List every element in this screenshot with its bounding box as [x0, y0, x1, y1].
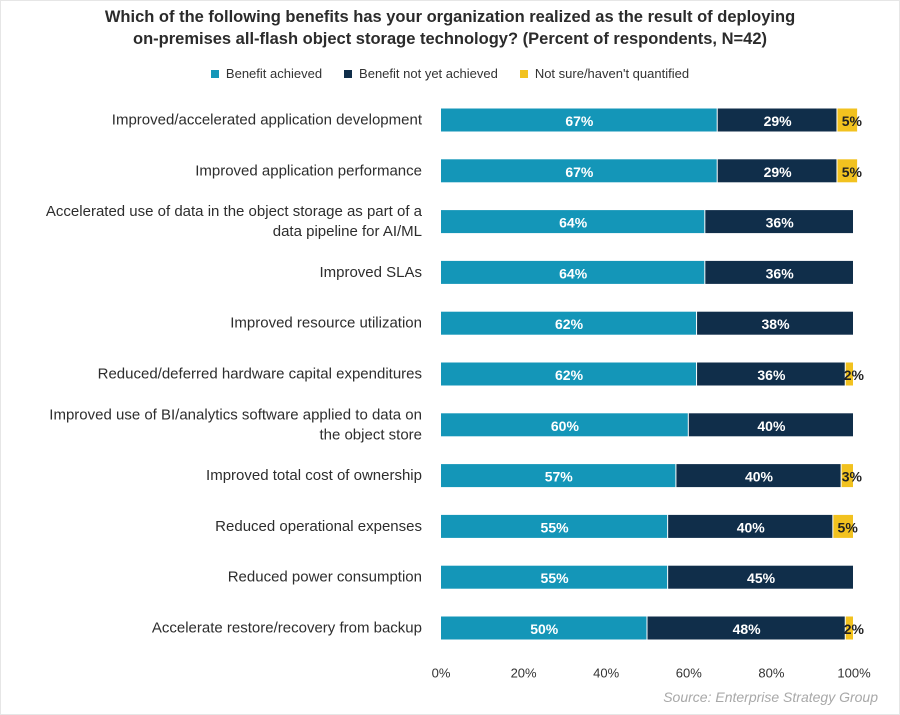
bar-segment	[441, 616, 647, 640]
data-label: 45%	[747, 570, 776, 586]
bar-segment	[717, 159, 837, 183]
x-tick-label: 80%	[758, 666, 784, 681]
data-label: 60%	[551, 418, 580, 434]
data-label: 38%	[762, 316, 791, 332]
data-label: 62%	[555, 367, 584, 383]
data-label: 67%	[565, 113, 594, 129]
bar-segment	[441, 210, 705, 234]
bar-segment	[647, 616, 845, 640]
data-label: 40%	[737, 519, 766, 535]
category-label: Reduced/deferred hardware capital expend…	[98, 366, 422, 383]
data-label: 3%	[842, 469, 863, 485]
category-label: Reduced power consumption	[228, 569, 422, 586]
legend-item-achieved: Benefit achieved	[210, 66, 323, 81]
bar-segment	[668, 565, 853, 589]
category-label: Improved application performance	[195, 162, 422, 179]
legend-swatch-not-yet	[344, 69, 353, 78]
bar-segment	[676, 464, 841, 488]
legend-label-not-yet: Benefit not yet achieved	[359, 66, 498, 81]
data-label: 36%	[757, 367, 786, 383]
bar-segment	[441, 413, 688, 437]
category-label: Accelerate restore/recovery from backup	[152, 620, 422, 637]
legend-swatch-not-sure	[519, 69, 528, 78]
legend-item-not-sure: Not sure/haven't quantified	[519, 66, 690, 81]
bar-segment	[845, 616, 853, 640]
x-tick-label: 100%	[837, 666, 871, 681]
data-label: 40%	[757, 418, 786, 434]
x-tick-label: 40%	[593, 666, 619, 681]
bar-segment	[441, 565, 668, 589]
bar-segment	[845, 362, 853, 386]
bar-segment	[441, 311, 697, 335]
bar-segment	[688, 413, 853, 437]
chart-title-line-1: Which of the following benefits has your…	[104, 8, 796, 26]
category-label: Improved resource utilization	[230, 315, 422, 332]
x-tick-label: 60%	[676, 666, 702, 681]
bar-segment	[697, 362, 845, 386]
data-label: 57%	[545, 469, 574, 485]
category-label: Improved total cost of ownership	[206, 467, 422, 484]
data-label: 64%	[559, 265, 588, 281]
data-label: 29%	[764, 164, 793, 180]
x-tick-label: 0%	[432, 666, 451, 681]
bar-segment	[441, 260, 705, 284]
data-label: 36%	[766, 215, 795, 231]
data-label: 55%	[541, 519, 570, 535]
chart-title-line-2: on-premises all-flash object storage tec…	[132, 30, 767, 48]
category-label: Improved SLAs	[319, 264, 422, 281]
data-label: 62%	[555, 316, 584, 332]
data-label: 2%	[844, 367, 865, 383]
bar-segment	[697, 311, 853, 335]
category-label: Improved use of BI/analytics software ap…	[49, 406, 422, 423]
x-tick-label: 20%	[511, 666, 537, 681]
legend-label-not-sure: Not sure/haven't quantified	[534, 66, 690, 81]
category-label: Improved/accelerated application develop…	[112, 112, 423, 129]
bar-segment	[441, 108, 717, 132]
data-label: 36%	[766, 265, 795, 281]
bar-segment	[441, 159, 717, 183]
legend-item-not-yet: Benefit not yet achieved	[344, 66, 498, 81]
category-label: data pipeline for AI/ML	[273, 223, 422, 240]
category-label: the object store	[319, 426, 422, 443]
legend-label-achieved: Benefit achieved	[225, 66, 323, 81]
data-label: 29%	[764, 113, 793, 129]
legend-swatch-achieved	[210, 69, 219, 78]
data-label: 55%	[541, 570, 570, 586]
source-note: Source: Enterprise Strategy Group	[663, 689, 878, 705]
bar-segment	[441, 362, 697, 386]
data-label: 5%	[842, 164, 863, 180]
data-label: 67%	[565, 164, 594, 180]
bar-segment	[841, 464, 853, 488]
bar-segment	[717, 108, 837, 132]
chart-legend: Benefit achieved Benefit not yet achieve…	[0, 66, 900, 81]
data-label: 40%	[745, 469, 774, 485]
data-label: 64%	[559, 215, 588, 231]
bar-segment	[668, 514, 833, 538]
bar-segment	[441, 464, 676, 488]
chart-title: Which of the following benefits has your…	[0, 6, 900, 50]
data-label: 50%	[530, 621, 559, 637]
data-label: 5%	[842, 113, 863, 129]
bar-segment	[837, 108, 858, 132]
category-label: Reduced operational expenses	[215, 518, 422, 535]
data-label: 5%	[838, 519, 859, 535]
bar-segment	[705, 260, 853, 284]
bar-segment	[837, 159, 858, 183]
bar-segment	[441, 514, 668, 538]
data-label: 48%	[733, 621, 762, 637]
bar-segment	[705, 210, 853, 234]
data-label: 2%	[844, 621, 865, 637]
category-label: Accelerated use of data in the object st…	[46, 203, 423, 220]
bar-segment	[833, 514, 853, 538]
